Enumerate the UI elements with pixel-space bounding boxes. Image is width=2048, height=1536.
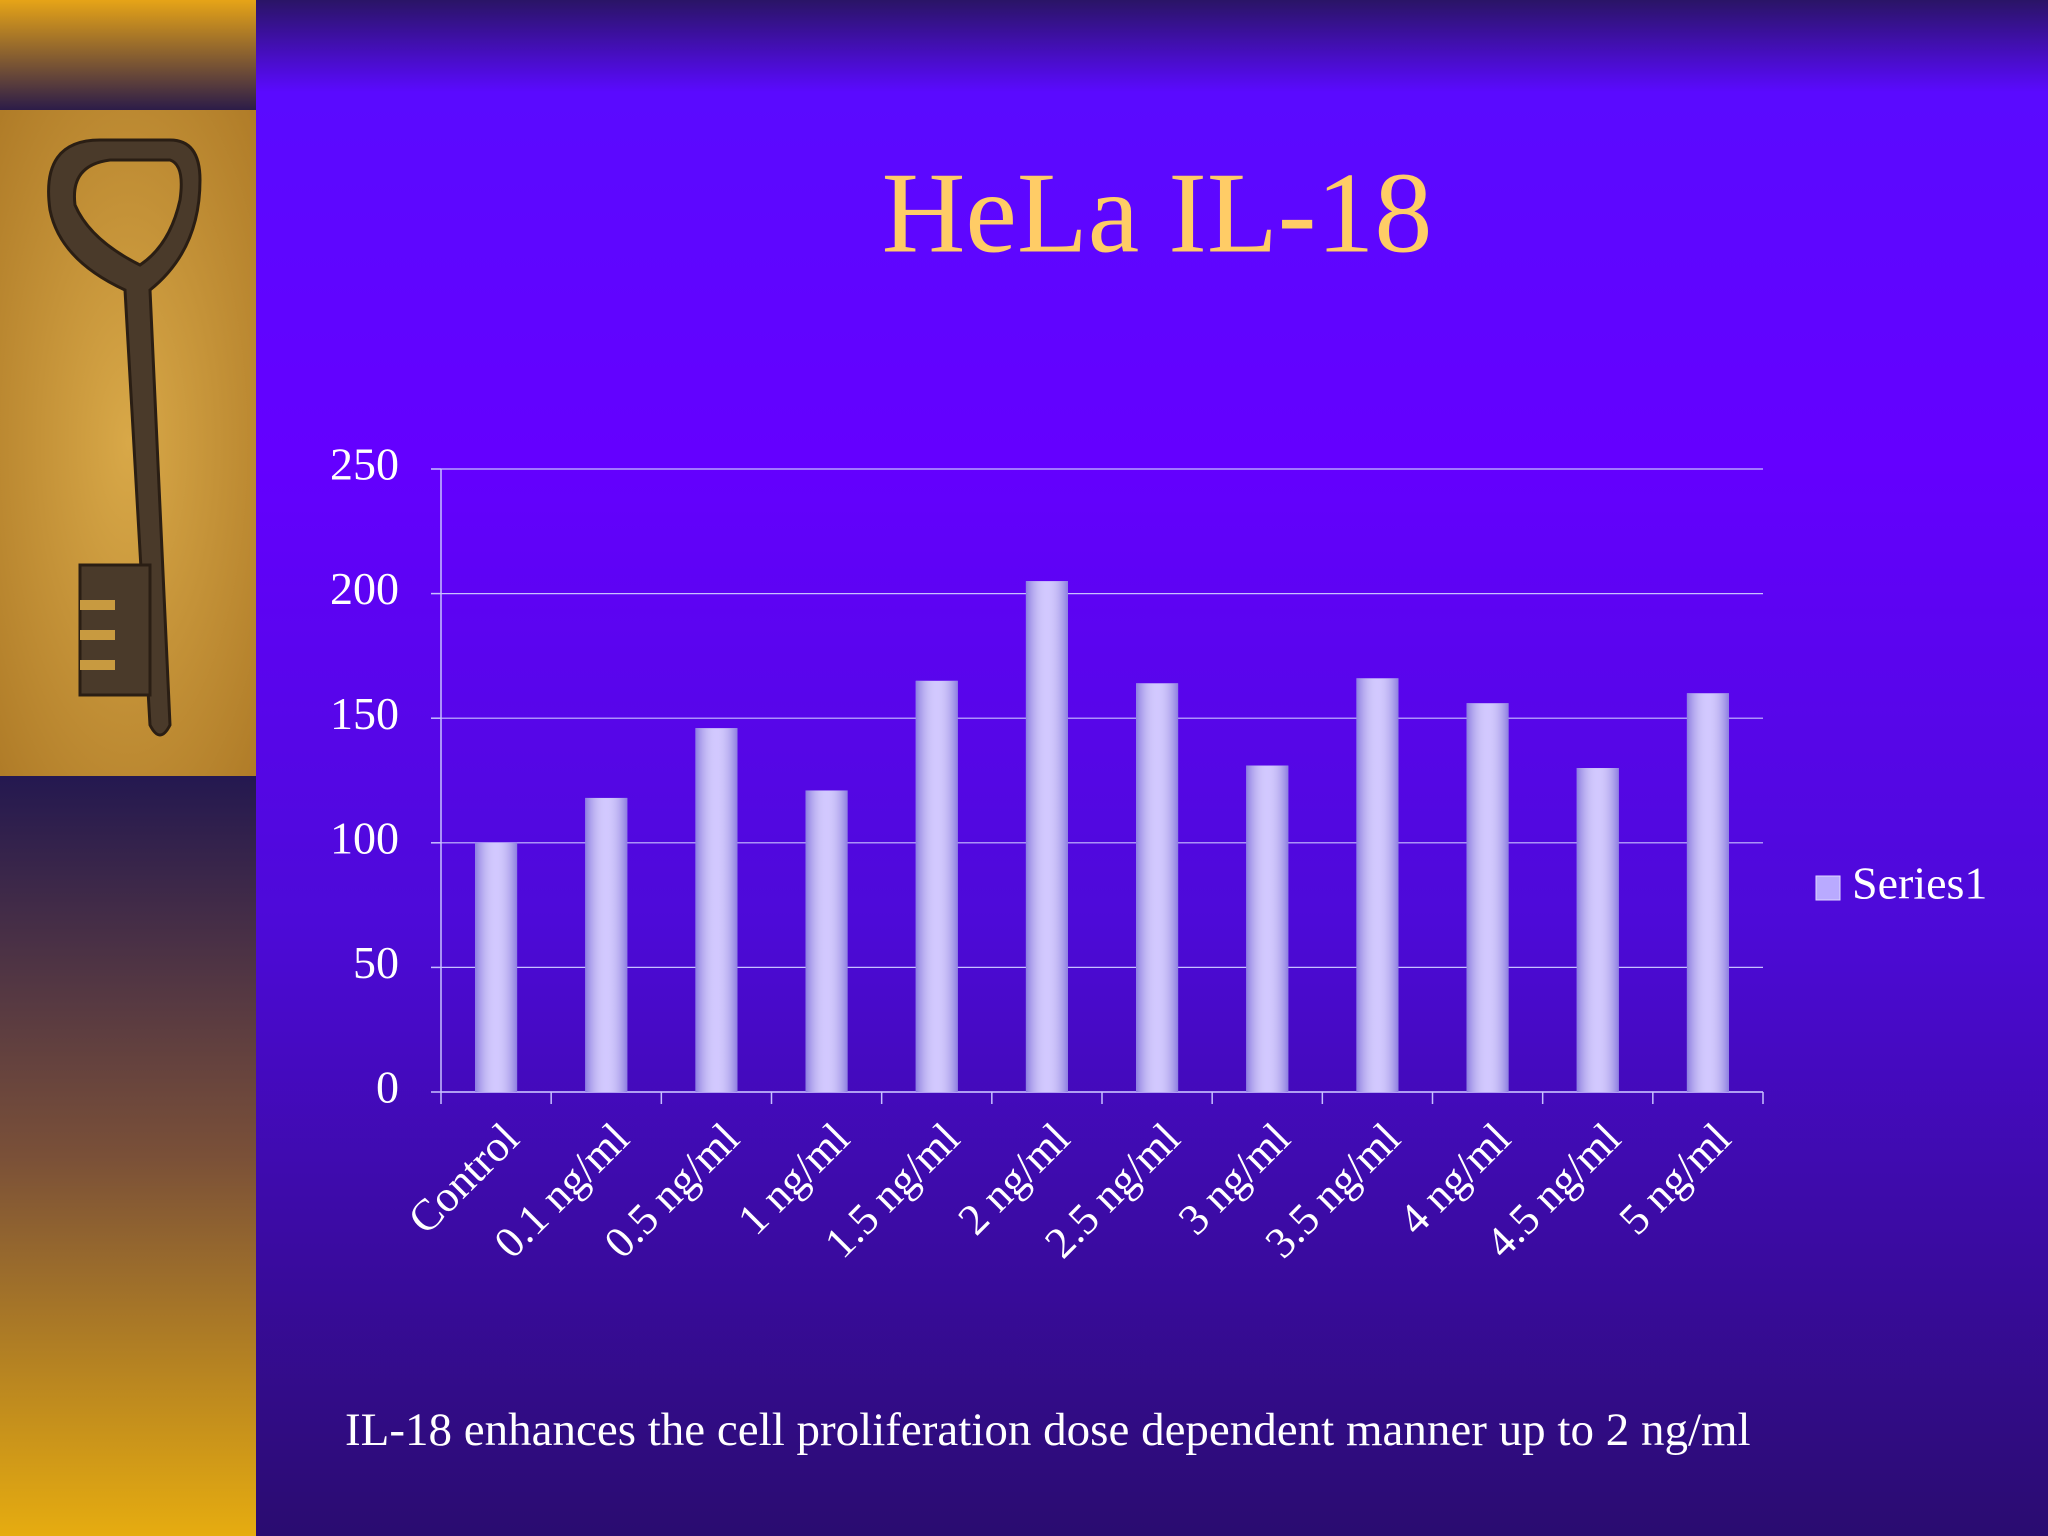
bar-group (1025, 581, 1068, 1092)
y-tick-label: 50 (353, 937, 399, 988)
y-tick-label: 150 (330, 688, 399, 739)
bar-shine (695, 728, 738, 1092)
bar-group (1686, 693, 1729, 1092)
chart-title: HeLa IL-18 (882, 150, 1433, 278)
bar-shine (1136, 683, 1179, 1092)
y-tick-label: 100 (330, 812, 399, 863)
bar-shine (1466, 703, 1509, 1092)
side-strip (0, 0, 256, 110)
bar-group (1466, 703, 1509, 1092)
caption: IL-18 enhances the cell proliferation do… (345, 1404, 1751, 1456)
y-tick-label: 0 (376, 1062, 399, 1113)
bar-group (585, 797, 628, 1092)
bar-shine (915, 680, 958, 1092)
bar-group (1356, 678, 1399, 1092)
legend-swatch (1815, 875, 1841, 901)
bar-group (695, 728, 738, 1092)
bar-group (1576, 768, 1619, 1092)
key-picture (0, 110, 256, 776)
bar-group (475, 842, 518, 1092)
bar-shine (1025, 581, 1068, 1092)
bar-shine (585, 797, 628, 1092)
bar-group (915, 680, 958, 1092)
bar-shine (475, 842, 518, 1092)
bar-shine (805, 790, 848, 1092)
side-strip (0, 776, 256, 1536)
bar-shine (1576, 768, 1619, 1092)
bar-group (805, 790, 848, 1092)
legend-label: Series1 (1852, 858, 1987, 909)
bar-shine (1686, 693, 1729, 1092)
y-tick-label: 200 (330, 563, 399, 614)
bar-group (1246, 765, 1289, 1092)
y-tick-label: 250 (330, 439, 399, 490)
bar-group (1136, 683, 1179, 1092)
bar-shine (1246, 765, 1289, 1092)
bar-shine (1356, 678, 1399, 1092)
